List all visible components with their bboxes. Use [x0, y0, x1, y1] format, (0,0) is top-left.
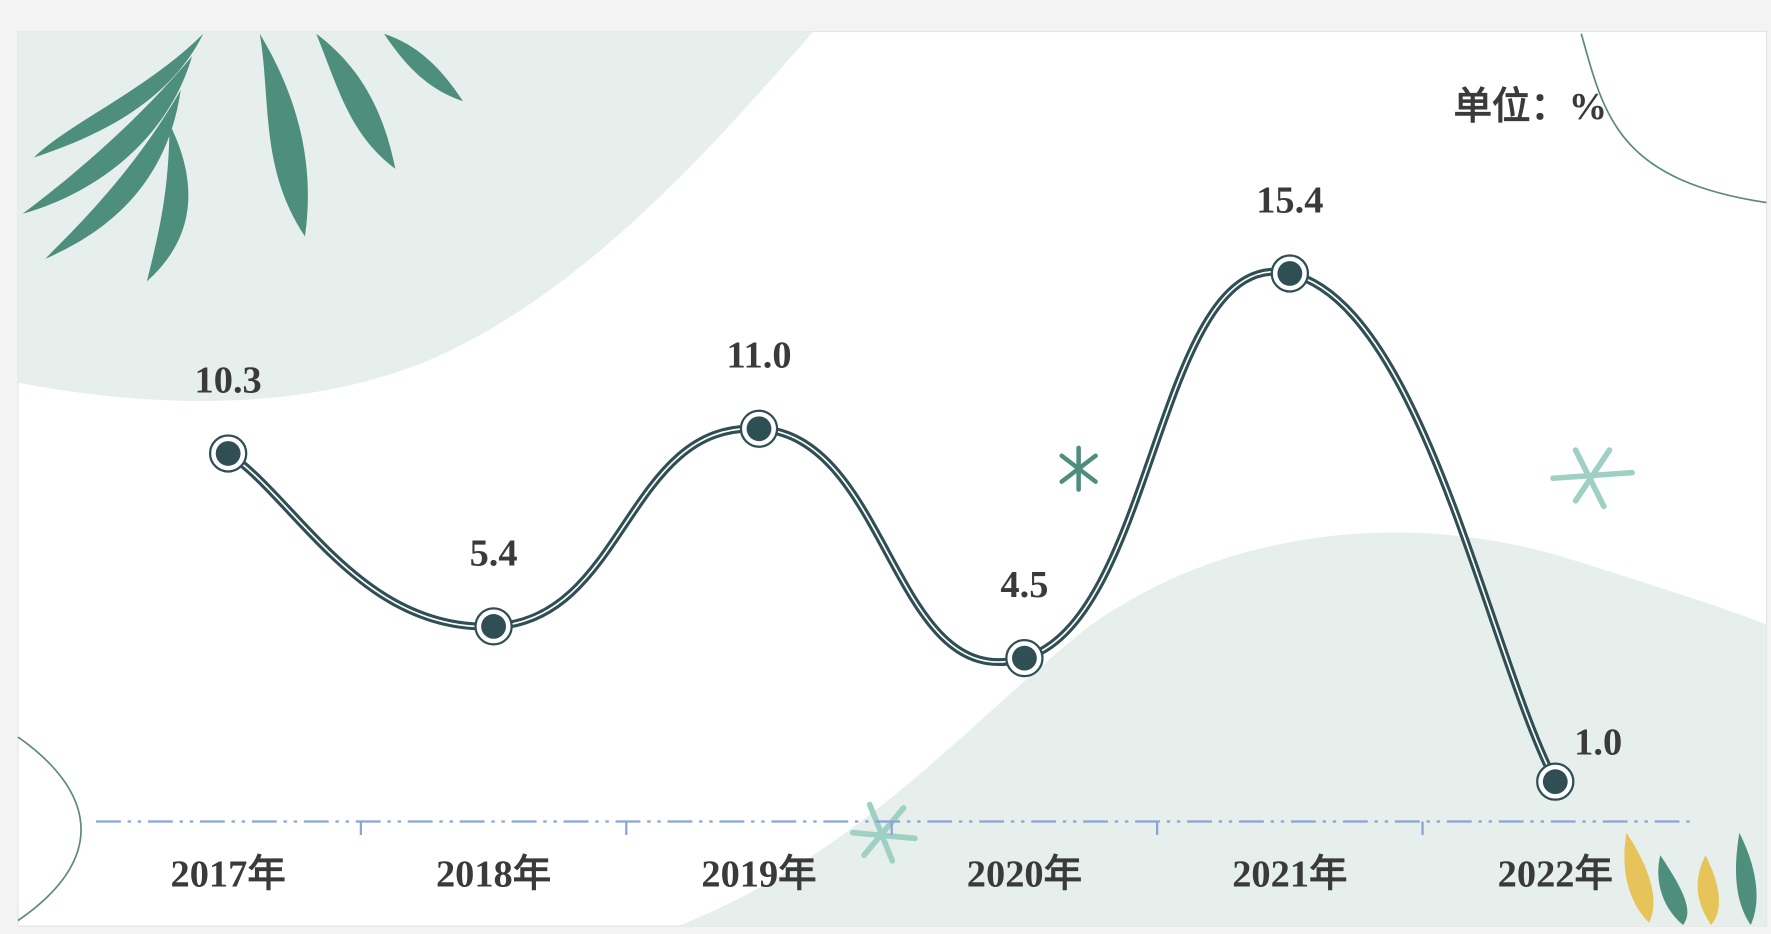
- point: [1542, 769, 1568, 795]
- value-label: 11.0: [726, 335, 791, 377]
- value-label: 15.4: [1256, 180, 1323, 222]
- x-tick-label: 2022年: [1498, 853, 1613, 896]
- x-tick-label: 2019年: [701, 853, 816, 896]
- point: [215, 441, 241, 466]
- point: [1277, 261, 1303, 286]
- x-tick-label: 2020年: [967, 853, 1082, 896]
- point: [746, 416, 772, 442]
- point: [1012, 645, 1037, 671]
- x-tick-label: 2017年: [171, 853, 286, 896]
- value-label: 10.3: [195, 360, 262, 402]
- point: [481, 614, 506, 639]
- value-label: 5.4: [470, 532, 518, 574]
- value-label: 1.0: [1574, 722, 1622, 764]
- value-label: 4.5: [1000, 564, 1048, 606]
- x-tick-label: 2021年: [1232, 853, 1347, 896]
- x-tick-label: 2018年: [436, 853, 551, 896]
- unit-label: 单位：%: [1454, 85, 1608, 128]
